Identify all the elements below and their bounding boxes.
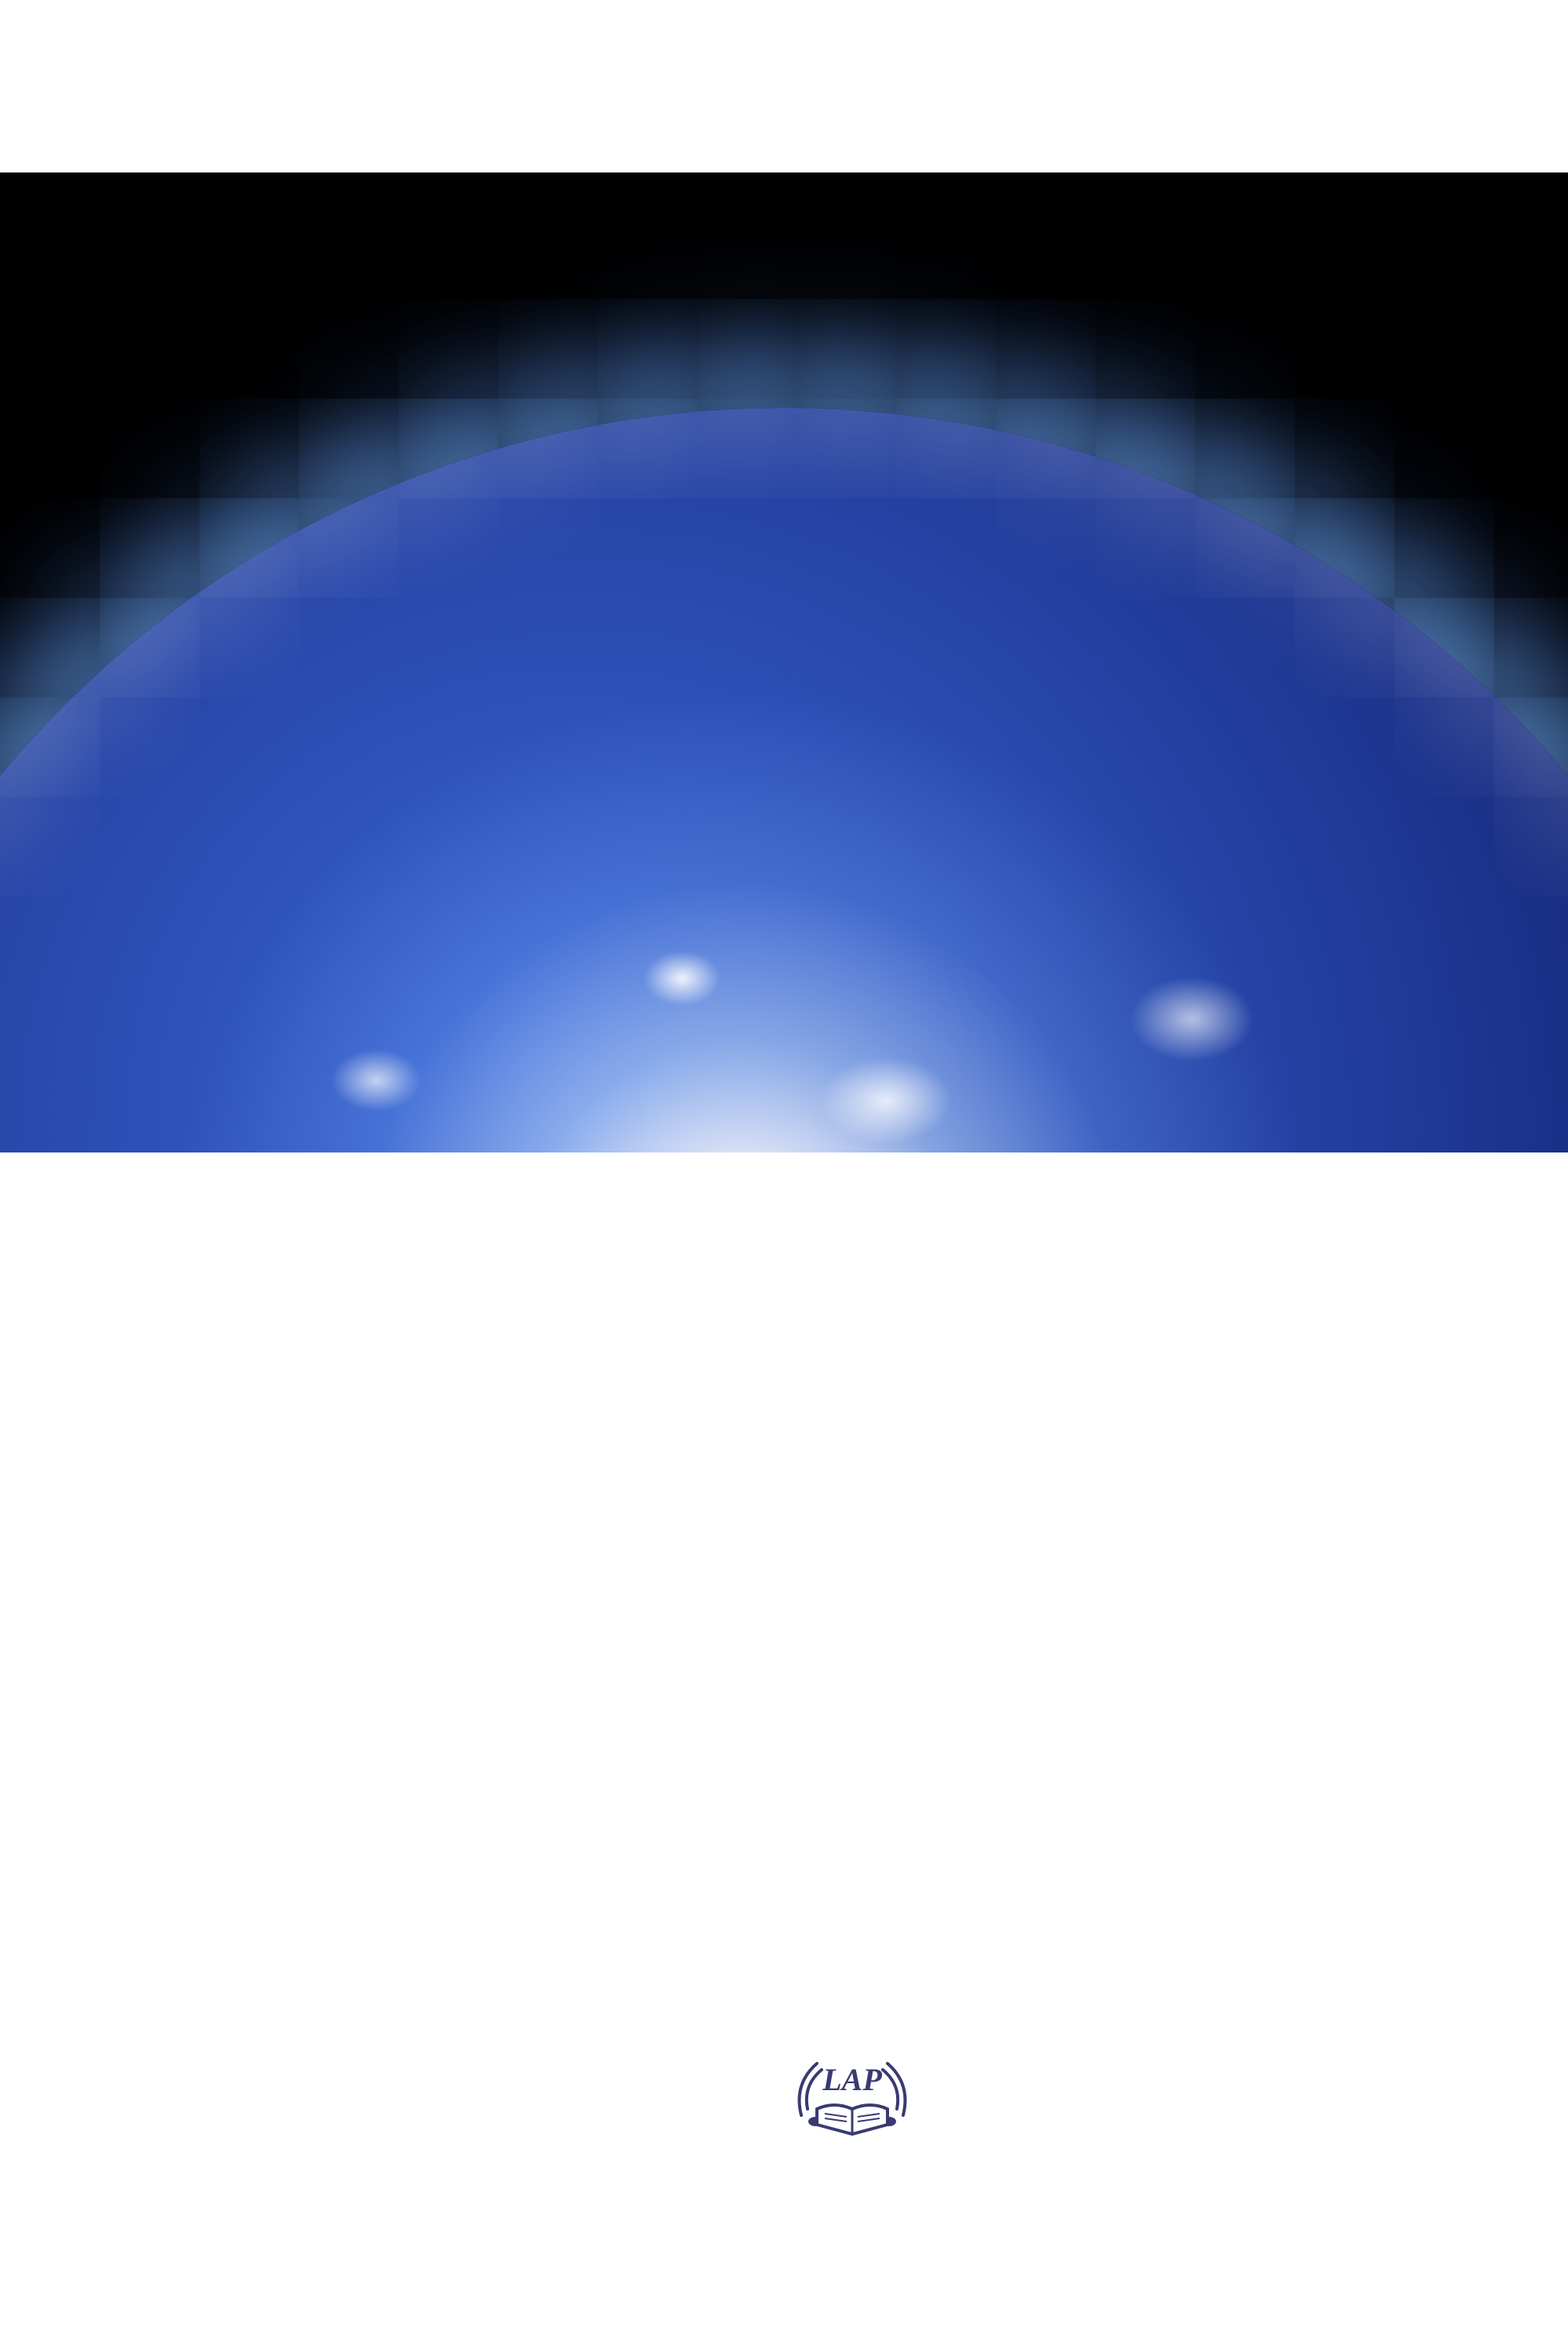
publisher-logo-icon: LAP [786, 2046, 919, 2148]
bottom-color-band [0, 2234, 1568, 2352]
publisher-rule-top [941, 2083, 1458, 2088]
hero-image [0, 172, 1568, 1152]
publisher-logo-text: LAP [822, 2062, 882, 2097]
publisher-rule-bottom [941, 2107, 1458, 2111]
top-color-band [0, 0, 1568, 172]
book-cover: LAP [0, 0, 1568, 2352]
publisher-name-block [941, 2083, 1458, 2111]
publisher-block: LAP [786, 2046, 1458, 2148]
text-block [125, 1192, 1458, 1247]
